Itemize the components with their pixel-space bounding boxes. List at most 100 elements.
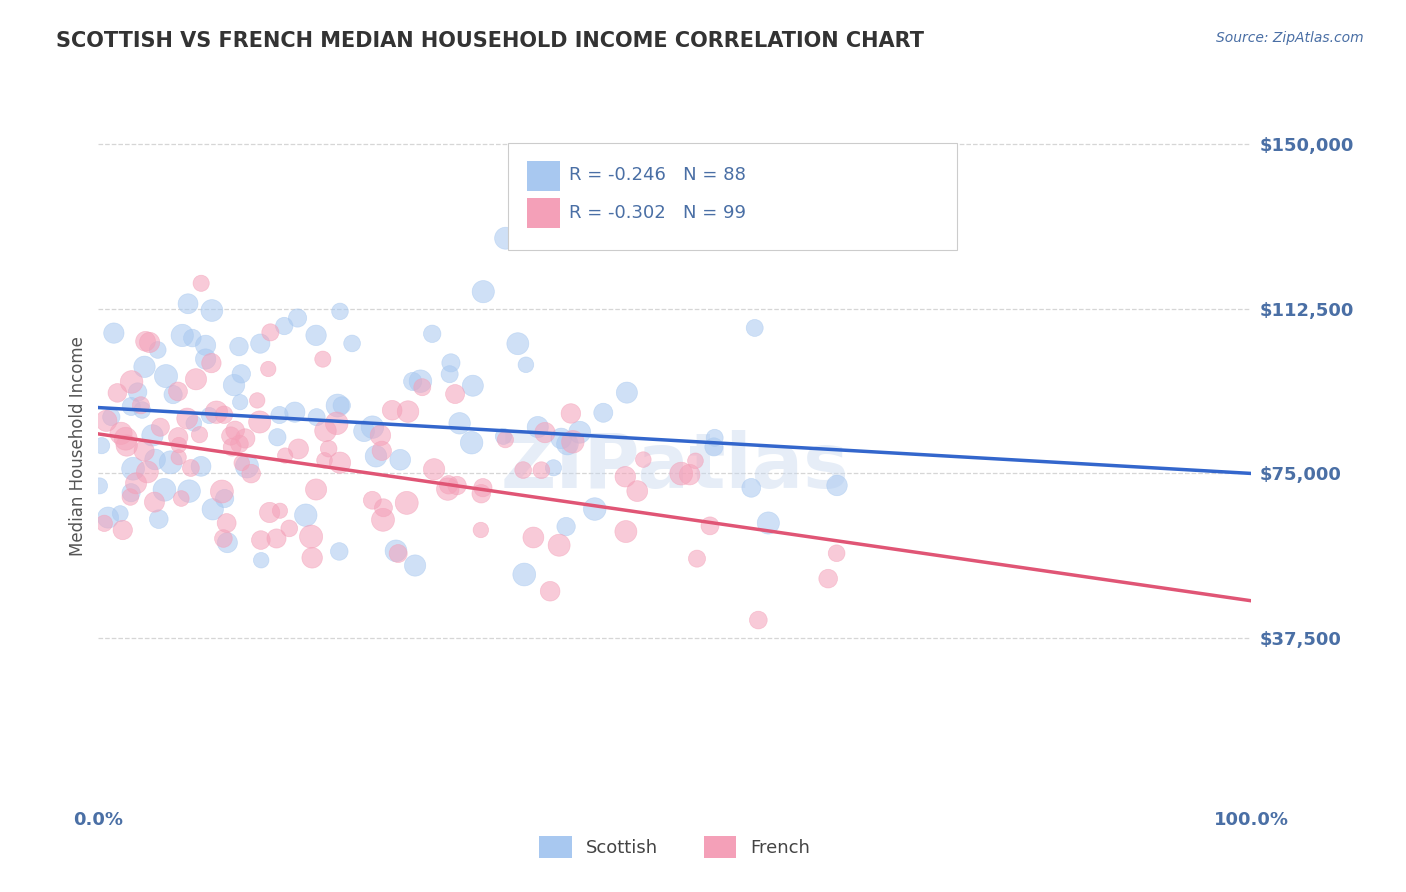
Legend: Scottish, French: Scottish, French bbox=[531, 829, 818, 865]
Point bbox=[120, 400, 142, 414]
Point bbox=[148, 512, 170, 526]
FancyBboxPatch shape bbox=[527, 161, 560, 191]
Point bbox=[134, 359, 156, 374]
FancyBboxPatch shape bbox=[508, 143, 957, 250]
Point bbox=[557, 437, 579, 451]
Point bbox=[273, 318, 295, 333]
Point bbox=[436, 482, 458, 496]
Point bbox=[440, 356, 463, 370]
Point bbox=[460, 435, 482, 450]
Point bbox=[543, 460, 565, 475]
Point bbox=[194, 338, 217, 352]
Point bbox=[198, 409, 221, 423]
Point bbox=[231, 456, 253, 470]
Point bbox=[626, 484, 648, 499]
Point bbox=[122, 461, 145, 475]
Point bbox=[395, 496, 418, 510]
Point bbox=[215, 516, 238, 530]
Point bbox=[224, 423, 246, 437]
Point bbox=[703, 440, 725, 454]
Point bbox=[592, 406, 614, 420]
Point bbox=[446, 478, 468, 492]
Point bbox=[328, 544, 350, 558]
Point bbox=[472, 285, 495, 299]
Point bbox=[221, 440, 243, 454]
Point bbox=[134, 444, 156, 458]
Point bbox=[381, 403, 404, 417]
Point bbox=[420, 326, 443, 341]
Point bbox=[143, 452, 166, 467]
Point bbox=[266, 532, 288, 546]
Point bbox=[470, 487, 492, 501]
Point bbox=[129, 398, 152, 412]
Point bbox=[409, 374, 432, 388]
Point bbox=[177, 297, 200, 311]
Point bbox=[181, 331, 204, 345]
Point bbox=[120, 490, 142, 504]
Point bbox=[201, 303, 224, 318]
Point bbox=[495, 231, 517, 245]
Point bbox=[506, 336, 529, 351]
Point bbox=[141, 428, 163, 442]
Point bbox=[744, 321, 766, 335]
Point bbox=[548, 538, 571, 552]
Point bbox=[385, 544, 408, 558]
Point bbox=[633, 452, 655, 467]
Point bbox=[190, 459, 212, 474]
Point bbox=[364, 450, 387, 464]
Point bbox=[259, 326, 281, 340]
Point bbox=[325, 417, 347, 431]
Point bbox=[131, 403, 153, 417]
Point bbox=[176, 411, 198, 425]
Text: Source: ZipAtlas.com: Source: ZipAtlas.com bbox=[1216, 31, 1364, 45]
Point bbox=[93, 516, 115, 531]
Point bbox=[110, 507, 132, 521]
Point bbox=[470, 523, 492, 537]
Point bbox=[170, 491, 193, 506]
Point bbox=[361, 420, 384, 434]
Point bbox=[269, 408, 291, 422]
Text: R = -0.302   N = 99: R = -0.302 N = 99 bbox=[569, 203, 745, 221]
Point bbox=[294, 508, 316, 523]
Point bbox=[250, 553, 273, 567]
Point bbox=[449, 417, 471, 431]
Point bbox=[228, 437, 250, 451]
Point bbox=[172, 328, 194, 343]
Point bbox=[103, 326, 125, 340]
Point bbox=[329, 456, 352, 470]
Point bbox=[530, 463, 553, 477]
Point bbox=[825, 478, 848, 492]
Point bbox=[250, 533, 273, 547]
Point bbox=[153, 483, 176, 497]
Point bbox=[373, 500, 395, 515]
Point bbox=[155, 369, 177, 384]
Point bbox=[167, 430, 190, 444]
Point bbox=[136, 465, 159, 479]
Point bbox=[371, 443, 394, 458]
Point bbox=[747, 613, 769, 627]
Point bbox=[555, 519, 578, 533]
Point bbox=[370, 428, 392, 442]
Point bbox=[461, 378, 484, 392]
Point bbox=[287, 311, 309, 326]
Point bbox=[561, 434, 583, 449]
Point bbox=[194, 352, 217, 367]
Point bbox=[97, 510, 120, 524]
Point bbox=[616, 385, 638, 400]
Point bbox=[249, 336, 271, 351]
Point bbox=[200, 356, 222, 370]
Point bbox=[699, 519, 721, 533]
Point bbox=[512, 463, 534, 477]
Point bbox=[138, 335, 160, 350]
Point bbox=[538, 584, 561, 599]
Point bbox=[411, 380, 433, 394]
Point bbox=[259, 506, 281, 520]
Point bbox=[471, 481, 494, 495]
Point bbox=[127, 385, 149, 400]
Point bbox=[437, 478, 460, 492]
Point bbox=[201, 502, 224, 516]
Point bbox=[143, 495, 166, 509]
Point bbox=[266, 430, 288, 444]
Point bbox=[222, 378, 245, 392]
Point bbox=[114, 432, 136, 446]
